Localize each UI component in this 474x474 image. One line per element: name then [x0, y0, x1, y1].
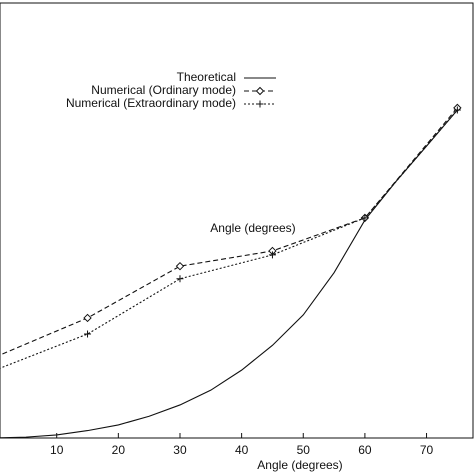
series-line: [0, 109, 458, 369]
series: [0, 109, 458, 369]
x-tick-label: 10: [50, 443, 64, 457]
x-tick-label: 40: [235, 443, 249, 457]
axis-note: Angle (degrees): [210, 221, 295, 235]
marker-diamond: [83, 313, 92, 323]
x-tick-label: 70: [420, 443, 434, 457]
marker-plus: [453, 106, 461, 114]
legend-label: Numerical (Extraordinary mode): [66, 96, 236, 110]
plot-frame: [0, 2, 474, 439]
x-tick-label: 30: [173, 443, 187, 457]
legend-marker: [256, 100, 264, 108]
x-axis-label: Angle (degrees): [257, 458, 342, 472]
marker-diamond: [175, 261, 185, 271]
marker-plus: [84, 330, 92, 338]
marker-plus: [176, 275, 184, 283]
x-tick-label: 20: [112, 443, 126, 457]
legend-marker: [255, 86, 265, 96]
legend-label: Theoretical: [177, 70, 236, 84]
marker-plus: [361, 214, 369, 222]
x-tick-label: 60: [358, 443, 372, 457]
legend-label: Numerical (Ordinary mode): [91, 83, 236, 97]
series: [0, 107, 458, 356]
series: [0, 109, 458, 438]
series-line: [0, 107, 458, 356]
marker-plus: [268, 251, 276, 259]
x-tick-label: 50: [297, 443, 311, 457]
series-line: [0, 109, 458, 438]
